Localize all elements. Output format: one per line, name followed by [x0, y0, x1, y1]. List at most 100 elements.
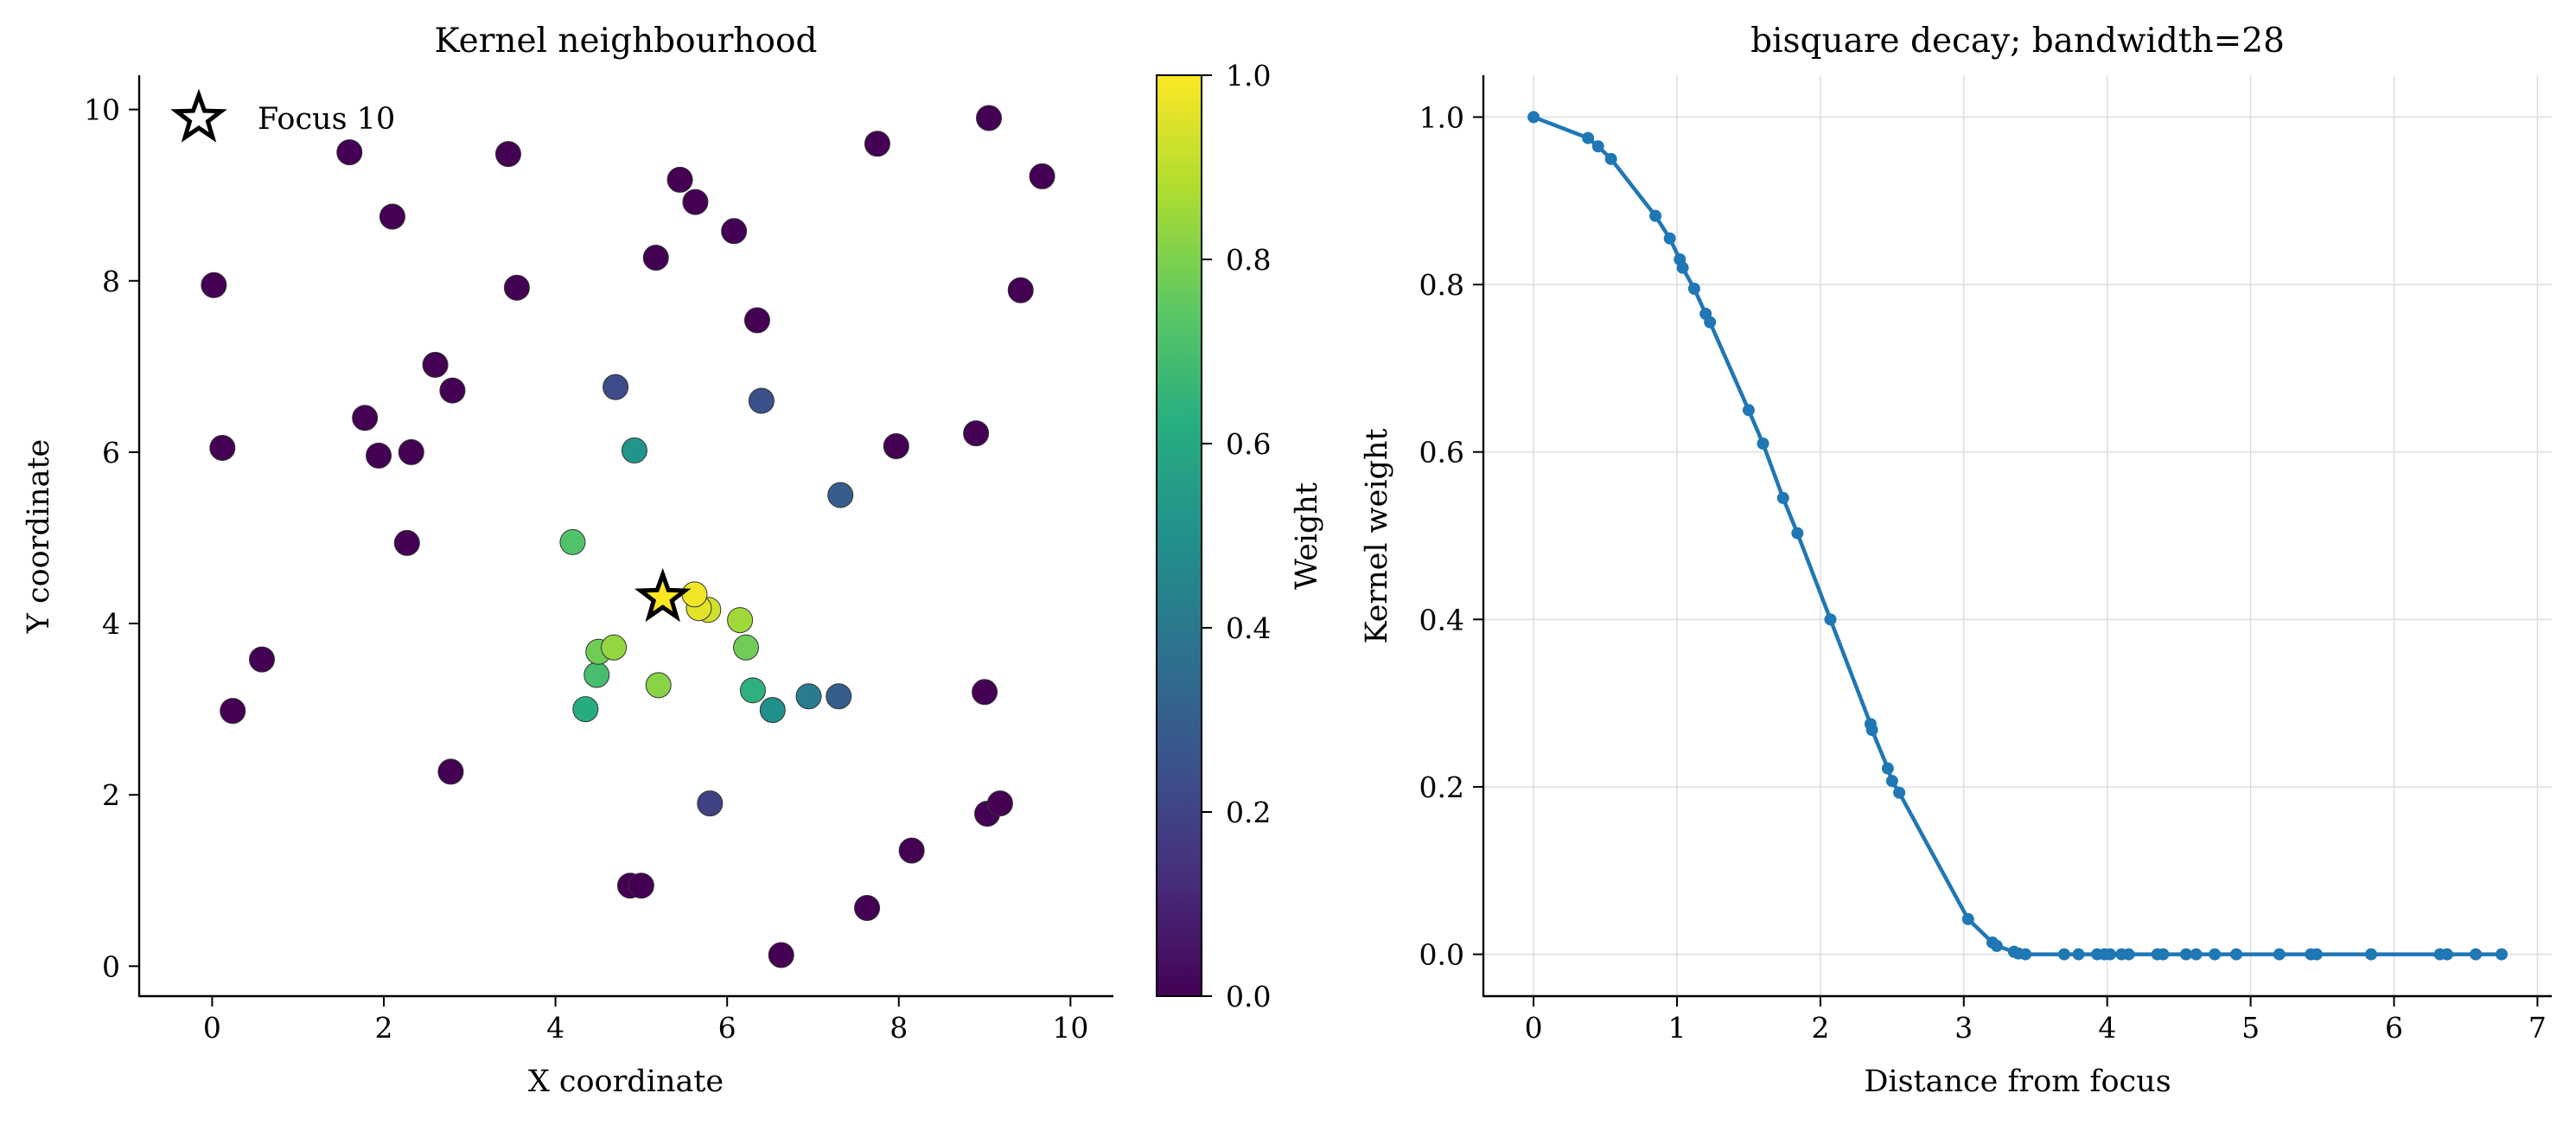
x-tick-label: 7 [2528, 1011, 2547, 1045]
scatter-point [743, 307, 770, 334]
scatter-point [437, 758, 464, 785]
scatter-point [883, 432, 909, 459]
scatter-point [898, 837, 925, 864]
kernel-weight-point [2364, 948, 2377, 961]
scatter-point [336, 139, 363, 166]
scatter-point [1029, 163, 1055, 189]
line-ticks: 0 1 2 3 4 5 6 7 0.0 0.2 0.4 0.6 0.8 1.0 [1419, 100, 2547, 1045]
x-tick-label: 1 [1667, 1011, 1686, 1045]
line-grid [1483, 75, 2552, 996]
x-tick-label: 3 [1954, 1011, 1973, 1045]
scatter-y-label: Y coordinate [22, 439, 56, 635]
kernel-weight-point [2057, 948, 2070, 961]
y-tick-label: 8 [102, 265, 120, 298]
scatter-point [826, 683, 852, 710]
kernel-weight-point [1591, 140, 1604, 153]
scatter-points [201, 105, 1055, 968]
kernel-weight-point [1687, 282, 1700, 295]
y-tick-label: 0.4 [1419, 603, 1464, 636]
scatter-point [398, 438, 424, 465]
focus-star-marker [634, 567, 692, 623]
x-tick-label: 8 [889, 1011, 908, 1045]
scatter-point [220, 698, 246, 725]
kernel-weight-point [2310, 948, 2323, 961]
x-tick-label: 6 [2385, 1011, 2403, 1045]
scatter-point [976, 105, 1003, 131]
scatter-point [645, 672, 672, 699]
scatter-point [963, 420, 990, 447]
scatter-x-label: X coordinate [528, 1064, 724, 1099]
kernel-weight-line [1533, 115, 2502, 956]
scatter-point [248, 646, 275, 673]
colorbar-tick-label: 1.0 [1226, 59, 1271, 93]
y-tick-label: 10 [84, 93, 120, 127]
scatter-point [603, 374, 629, 400]
kernel-weight-point [1776, 491, 1789, 504]
scatter-point [601, 634, 628, 661]
x-tick-label: 5 [2241, 1011, 2260, 1045]
kernel-weight-point [2440, 948, 2453, 961]
scatter-point [733, 634, 760, 661]
y-tick-label: 1.0 [1419, 100, 1464, 134]
y-tick-label: 4 [102, 607, 120, 641]
y-tick-label: 0.2 [1419, 770, 1464, 804]
kernel-weight-point [2470, 948, 2483, 961]
scatter-point [666, 166, 693, 193]
kernel-weight-point [2072, 948, 2085, 961]
kernel-weight-point [2019, 948, 2032, 961]
x-tick-label: 0 [203, 1011, 221, 1045]
scatter-point [681, 581, 708, 608]
scatter-panel: Kernel neighbourhood 0 2 4 6 8 10 0 2 4 6 8 10 X co… [22, 22, 1113, 1099]
kernel-weight-point [1649, 209, 1662, 222]
kernel-weight-point [1527, 111, 1540, 124]
scatter-point [379, 203, 405, 230]
scatter-point [494, 141, 521, 168]
scatter-point [1007, 277, 1034, 304]
kernel-weight-point [1757, 438, 1769, 450]
kernel-weight-point [1885, 775, 1898, 788]
kernel-weight-point [2157, 948, 2170, 961]
colorbar-gradient [1156, 74, 1202, 997]
scatter-point [748, 387, 775, 414]
x-tick-label: 6 [718, 1011, 736, 1045]
kernel-weight-point [1824, 613, 1837, 626]
kernel-weight-point [1865, 724, 1878, 737]
kernel-weight-point [1990, 939, 2003, 952]
scatter-point [759, 697, 786, 724]
scatter-point [422, 351, 449, 378]
scatter-ticks: 0 2 4 6 8 10 0 2 4 6 8 10 [84, 93, 1088, 1045]
kernel-weight-point [1704, 316, 1717, 329]
colorbar: 0.0 0.2 0.4 0.6 0.8 1.0 Weight [1156, 59, 1324, 1013]
kernel-weight-point [1676, 261, 1689, 274]
kernel-weight-points [1527, 111, 2508, 961]
y-tick-label: 6 [102, 436, 120, 470]
colorbar-label: Weight [1290, 483, 1324, 590]
scatter-point [572, 696, 599, 723]
scatter-point [697, 790, 724, 817]
kernel-weight-point [1893, 786, 1906, 799]
kernel-weight-point [1881, 762, 1894, 775]
scatter-point [768, 942, 794, 968]
scatter-point [352, 405, 379, 431]
line-title: bisquare decay; bandwidth=28 [1750, 22, 2285, 61]
kernel-weight-point [2495, 948, 2508, 961]
colorbar-tick-label: 0.0 [1226, 980, 1271, 1013]
kernel-weight-point [1582, 131, 1595, 144]
legend-entry-focus: Focus 10 [258, 102, 395, 137]
legend-star-marker [170, 88, 227, 143]
scatter-title: Kernel neighbourhood [435, 22, 818, 61]
y-tick-label: 0.0 [1419, 938, 1464, 972]
x-tick-label: 2 [1811, 1011, 1829, 1045]
colorbar-tick-label: 0.2 [1226, 796, 1271, 829]
x-tick-label: 0 [1525, 1011, 1543, 1045]
scatter-point [827, 482, 854, 508]
scatter-point [682, 189, 709, 215]
kernel-weight-point [2179, 948, 2192, 961]
colorbar-tick-label: 0.4 [1226, 611, 1271, 645]
kernel-weight-point [2273, 948, 2286, 961]
kernel-weight-point [2104, 948, 2117, 961]
scatter-point [986, 790, 1013, 817]
kernel-weight-point [2209, 948, 2222, 961]
kernel-weight-point [1663, 232, 1676, 245]
